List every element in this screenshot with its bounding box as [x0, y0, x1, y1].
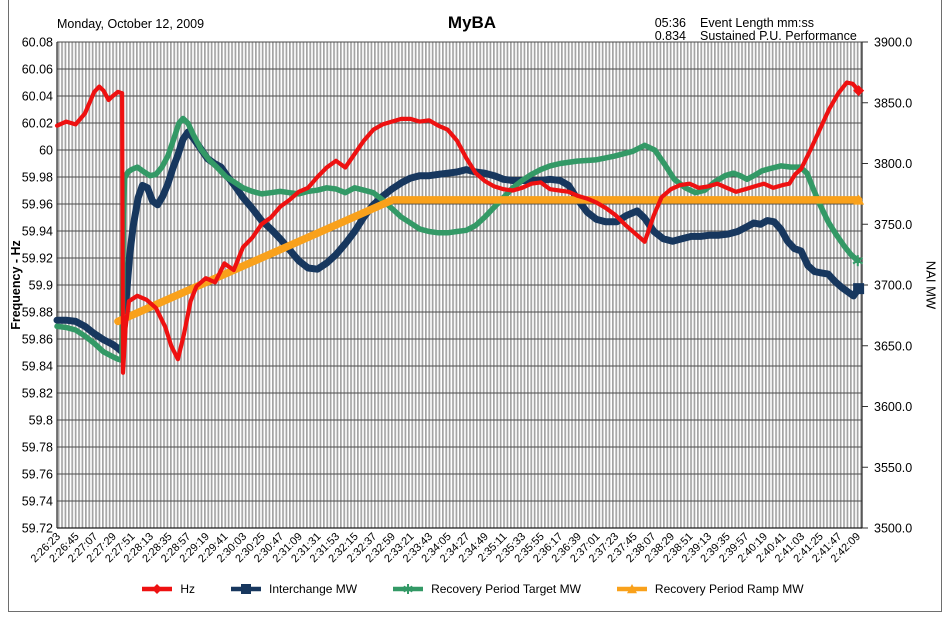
legend-marker-triangle [626, 584, 637, 594]
y-left-tick-label: 60.02 [22, 117, 53, 131]
y-right-tick-label: 3600.0 [874, 400, 912, 414]
chart-date: Monday, October 12, 2009 [57, 17, 205, 31]
y-left-tick-label: 60.04 [22, 90, 53, 104]
y-right-tick-label: 3550.0 [874, 461, 912, 475]
chart-title: MyBA [447, 13, 497, 32]
left-axis-title: Frequency - Hz [9, 240, 23, 330]
series-interchange-mw-line [53, 128, 863, 356]
series-interchange-mw-end-marker [853, 283, 865, 295]
y-left-tick-label: 59.96 [22, 198, 53, 212]
legend-item-hz: Hz [140, 582, 195, 596]
y-left-tick-label: 59.98 [22, 171, 53, 185]
y-left-tick-label: 59.76 [22, 468, 53, 482]
y-left-tick-label: 59.72 [22, 522, 53, 536]
legend-swatch-square-icon [231, 584, 262, 594]
y-right-tick-label: 3750.0 [874, 218, 912, 232]
y-left-tick-label: 59.82 [22, 387, 53, 401]
legend-label: Recovery Period Ramp MW [654, 582, 804, 596]
legend-label: Interchange MW [269, 582, 358, 596]
y-left-tick-label: 60 [39, 144, 53, 158]
y-left-tick-label: 59.9 [29, 279, 53, 293]
legend-marker-diamond [152, 584, 163, 594]
legend-item-recovery-period-ramp-mw: Recovery Period Ramp MW [615, 582, 804, 596]
series-recovery-period-target-mw-end-marker [852, 255, 864, 267]
y-left-tick-label: 59.88 [22, 306, 53, 320]
legend: Hz Interchange MW Recovery Period Target M… [0, 582, 944, 596]
y-right-tick-label: 3650.0 [874, 339, 912, 353]
legend-marker-star [403, 584, 413, 594]
y-left-tick-label: 59.8 [29, 414, 53, 428]
y-right-tick-label: 3850.0 [874, 96, 912, 110]
series-recovery-period-target-mw-line [54, 115, 861, 364]
legend-marker-square [241, 584, 252, 594]
event-length-label: Event Length mm:ss [700, 16, 814, 30]
y-right-tick-label: 3500.0 [874, 522, 912, 536]
event-stats: 05:36 Event Length mm:ss 0.834 Sustained… [612, 17, 857, 42]
legend-item-interchange-mw: Interchange MW [229, 582, 357, 596]
legend-label: Recovery Period Target MW [431, 582, 581, 596]
y-right-tick-label: 3800.0 [874, 157, 912, 171]
y-left-tick-label: 59.78 [22, 441, 53, 455]
legend-swatch-star-icon [393, 584, 424, 594]
y-left-tick-label: 59.74 [22, 495, 53, 509]
event-length-value: 05:36 [654, 16, 686, 30]
series-recovery-period-ramp-mw-end-marker [853, 194, 865, 205]
series-hz-end-marker [853, 85, 865, 97]
y-left-tick-label: 59.84 [22, 360, 53, 374]
legend-swatch-triangle-icon [616, 584, 647, 594]
plot-area: 60.08 60.06 60.04 60.02 60 59.98 59.96 59.94 59.… [22, 36, 913, 566]
legend-label: Hz [180, 582, 196, 596]
performance-label: Sustained P.U. Performance [700, 28, 857, 43]
series-hz-line [54, 80, 861, 375]
y-left-tick-label: 59.94 [22, 225, 53, 239]
right-axis-title: NAI MW [923, 260, 939, 310]
legend-item-recovery-period-target-mw: Recovery Period Target MW [391, 582, 581, 596]
y-right-tick-label: 3700.0 [874, 279, 912, 293]
y-left-tick-label: 59.92 [22, 252, 53, 266]
y-left-tick-label: 59.86 [22, 333, 53, 347]
performance-value: 0.834 [654, 28, 686, 43]
y-left-tick-label: 60.08 [22, 36, 53, 50]
legend-swatch-diamond-icon [142, 584, 173, 594]
y-right-tick-label: 3900.0 [874, 36, 912, 50]
y-left-tick-label: 60.06 [22, 63, 53, 77]
